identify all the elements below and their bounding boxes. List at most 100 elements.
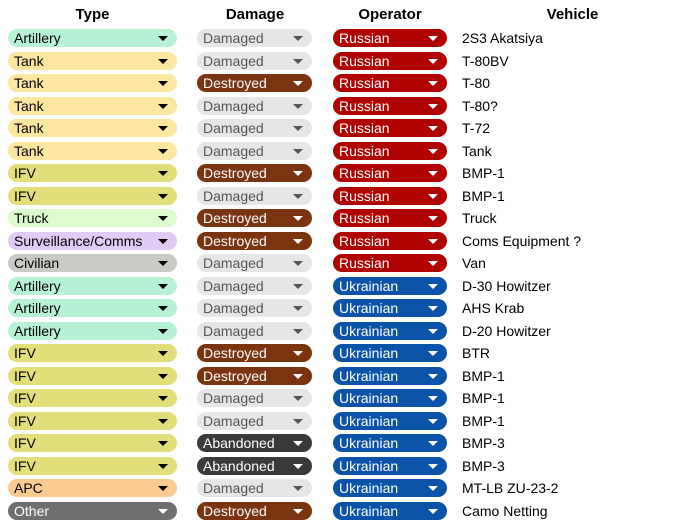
operator-dropdown[interactable]: Russian (333, 96, 447, 115)
dropdown-arrow-icon[interactable] (428, 508, 438, 514)
damage-dropdown[interactable]: Destroyed (197, 209, 312, 227)
dropdown-arrow-icon[interactable] (428, 81, 438, 86)
dropdown-arrow-icon[interactable] (158, 58, 168, 64)
damage-dropdown[interactable]: Destroyed (197, 366, 312, 385)
dropdown-arrow-icon[interactable] (428, 373, 438, 379)
column-header-type[interactable]: Type (75, 6, 110, 23)
type-dropdown[interactable]: IFV (8, 186, 177, 205)
dropdown-arrow-icon[interactable] (293, 441, 303, 446)
dropdown-arrow-icon[interactable] (158, 238, 168, 244)
operator-dropdown[interactable]: Russian (333, 186, 447, 205)
dropdown-arrow-icon[interactable] (158, 306, 168, 311)
dropdown-arrow-icon[interactable] (158, 103, 168, 109)
dropdown-arrow-icon[interactable] (158, 81, 168, 86)
vehicle-cell[interactable]: D-20 Howitzer (462, 322, 551, 339)
dropdown-arrow-icon[interactable] (428, 58, 438, 64)
operator-dropdown[interactable]: Russian (333, 164, 447, 182)
vehicle-cell[interactable]: BMP-1 (462, 367, 505, 384)
dropdown-arrow-icon[interactable] (158, 193, 168, 199)
damage-dropdown[interactable]: Destroyed (197, 501, 312, 520)
damage-dropdown[interactable]: Damaged (197, 389, 312, 407)
vehicle-cell[interactable]: T-72 (462, 120, 491, 136)
dropdown-arrow-icon[interactable] (158, 126, 168, 131)
column-header-operator[interactable]: Operator (358, 6, 422, 23)
vehicle-cell[interactable]: BMP-3 (462, 457, 505, 474)
operator-dropdown[interactable]: Russian (333, 51, 447, 70)
operator-dropdown[interactable]: Russian (333, 29, 447, 47)
dropdown-arrow-icon[interactable] (158, 148, 168, 154)
vehicle-cell[interactable]: BTR (462, 345, 490, 361)
dropdown-arrow-icon[interactable] (428, 103, 438, 109)
dropdown-arrow-icon[interactable] (158, 261, 168, 266)
dropdown-arrow-icon[interactable] (293, 463, 303, 469)
operator-dropdown[interactable]: Ukrainian (333, 276, 447, 295)
vehicle-cell[interactable]: D-30 Howitzer (462, 277, 551, 294)
dropdown-arrow-icon[interactable] (293, 396, 303, 401)
dropdown-arrow-icon[interactable] (428, 171, 438, 176)
type-dropdown[interactable]: Truck (8, 209, 177, 227)
operator-dropdown[interactable]: Ukrainian (333, 501, 447, 520)
dropdown-arrow-icon[interactable] (428, 216, 438, 221)
vehicle-cell[interactable]: BMP-1 (462, 165, 505, 181)
type-dropdown[interactable]: Artillery (8, 299, 177, 317)
type-dropdown[interactable]: APC (8, 479, 177, 497)
type-dropdown[interactable]: Tank (8, 96, 177, 115)
vehicle-cell[interactable]: BMP-1 (462, 187, 505, 204)
damage-dropdown[interactable]: Destroyed (197, 164, 312, 182)
operator-dropdown[interactable]: Ukrainian (333, 366, 447, 385)
vehicle-cell[interactable]: T-80? (462, 97, 498, 114)
dropdown-arrow-icon[interactable] (428, 486, 438, 491)
dropdown-arrow-icon[interactable] (428, 126, 438, 131)
dropdown-arrow-icon[interactable] (293, 351, 303, 356)
damage-dropdown[interactable]: Damaged (197, 299, 312, 317)
damage-dropdown[interactable]: Destroyed (197, 74, 312, 92)
dropdown-arrow-icon[interactable] (428, 351, 438, 356)
vehicle-cell[interactable]: Van (462, 255, 486, 271)
column-header-damage[interactable]: Damage (225, 6, 285, 23)
dropdown-arrow-icon[interactable] (293, 373, 303, 379)
dropdown-arrow-icon[interactable] (428, 306, 438, 311)
dropdown-arrow-icon[interactable] (428, 463, 438, 469)
type-dropdown[interactable]: Tank (8, 51, 177, 70)
damage-dropdown[interactable]: Damaged (197, 96, 312, 115)
operator-dropdown[interactable]: Ukrainian (333, 479, 447, 497)
damage-dropdown[interactable]: Destroyed (197, 231, 312, 250)
damage-dropdown[interactable]: Damaged (197, 479, 312, 497)
dropdown-arrow-icon[interactable] (293, 261, 303, 266)
vehicle-cell[interactable]: Truck (462, 210, 497, 226)
type-dropdown[interactable]: Tank (8, 119, 177, 137)
operator-dropdown[interactable]: Ukrainian (333, 321, 447, 340)
dropdown-arrow-icon[interactable] (293, 328, 303, 334)
dropdown-arrow-icon[interactable] (293, 193, 303, 199)
dropdown-arrow-icon[interactable] (428, 418, 438, 424)
dropdown-arrow-icon[interactable] (293, 486, 303, 491)
type-dropdown[interactable]: Tank (8, 74, 177, 92)
dropdown-arrow-icon[interactable] (293, 36, 303, 41)
dropdown-arrow-icon[interactable] (293, 148, 303, 154)
type-dropdown[interactable]: Artillery (8, 276, 177, 295)
dropdown-arrow-icon[interactable] (428, 328, 438, 334)
dropdown-arrow-icon[interactable] (158, 418, 168, 424)
type-dropdown[interactable]: IFV (8, 434, 177, 452)
dropdown-arrow-icon[interactable] (428, 148, 438, 154)
dropdown-arrow-icon[interactable] (158, 508, 168, 514)
type-dropdown[interactable]: IFV (8, 366, 177, 385)
operator-dropdown[interactable]: Russian (333, 231, 447, 250)
operator-dropdown[interactable]: Ukrainian (333, 434, 447, 452)
operator-dropdown[interactable]: Ukrainian (333, 299, 447, 317)
damage-dropdown[interactable]: Damaged (197, 411, 312, 430)
operator-dropdown[interactable]: Ukrainian (333, 389, 447, 407)
type-dropdown[interactable]: Civilian (8, 254, 177, 272)
dropdown-arrow-icon[interactable] (158, 486, 168, 491)
vehicle-cell[interactable]: T-80BV (462, 52, 509, 69)
vehicle-cell[interactable]: Coms Equipment ? (462, 232, 582, 249)
dropdown-arrow-icon[interactable] (158, 463, 168, 469)
type-dropdown[interactable]: IFV (8, 456, 177, 475)
dropdown-arrow-icon[interactable] (293, 171, 303, 176)
vehicle-cell[interactable]: BMP-1 (462, 412, 505, 429)
type-dropdown[interactable]: Surveillance/Comms (8, 231, 177, 250)
operator-dropdown[interactable]: Ukrainian (333, 411, 447, 430)
damage-dropdown[interactable]: Abandoned (197, 456, 312, 475)
type-dropdown[interactable]: IFV (8, 164, 177, 182)
damage-dropdown[interactable]: Damaged (197, 186, 312, 205)
